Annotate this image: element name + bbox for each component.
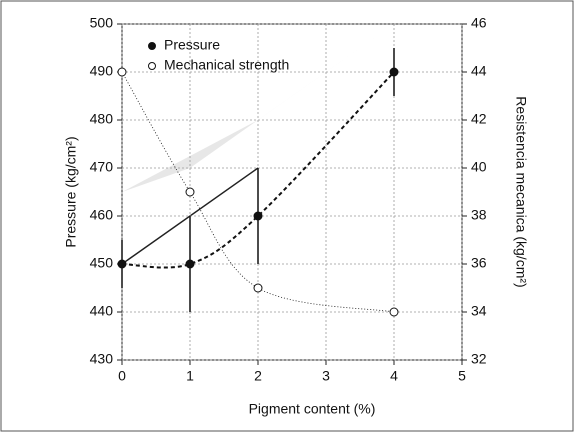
y2-tick-label: 40 [471, 159, 487, 175]
y-tick-label: 470 [90, 159, 114, 175]
plot-border [121, 23, 463, 361]
y-tick-label: 460 [90, 207, 114, 223]
legend-label: Pressure [164, 37, 220, 53]
x-tick-label: 4 [390, 368, 398, 384]
y2-tick-label: 44 [471, 63, 487, 79]
data-point [117, 67, 127, 77]
y-axis-label: Pressure (kg/cm²) [63, 136, 79, 247]
y2-axis-label: Resistencia mecanica (kg/cm²) [513, 96, 529, 287]
x-tick-label: 2 [254, 368, 262, 384]
y-tick-label: 440 [90, 303, 114, 319]
data-point [253, 211, 263, 221]
data-point [389, 67, 399, 77]
data-point [185, 259, 195, 269]
x-tick-label: 0 [118, 368, 126, 384]
series-line [121, 71, 395, 269]
y-tick-label: 450 [90, 255, 114, 271]
y2-tick-label: 38 [471, 207, 487, 223]
x-axis-label: Pigment content (%) [249, 401, 376, 417]
data-point [389, 307, 399, 317]
y-tick-label: 500 [90, 15, 114, 31]
y2-tick-label: 32 [471, 351, 487, 367]
y2-tick-label: 36 [471, 255, 487, 271]
x-tick-label: 3 [322, 368, 330, 384]
x-tick-label: 1 [186, 368, 194, 384]
legend-marker [148, 42, 156, 50]
legend-label: Mechanical strength [164, 57, 289, 73]
y2-tick-label: 42 [471, 111, 487, 127]
data-point [185, 187, 195, 197]
data-point [253, 283, 263, 293]
y2-tick-label: 34 [471, 303, 487, 319]
y-tick-label: 480 [90, 111, 114, 127]
data-point [117, 259, 127, 269]
y-tick-label: 490 [90, 63, 114, 79]
x-tick-label: 5 [458, 368, 466, 384]
legend-marker [148, 62, 156, 70]
y2-tick-label: 46 [471, 15, 487, 31]
y-tick-label: 430 [90, 351, 114, 367]
